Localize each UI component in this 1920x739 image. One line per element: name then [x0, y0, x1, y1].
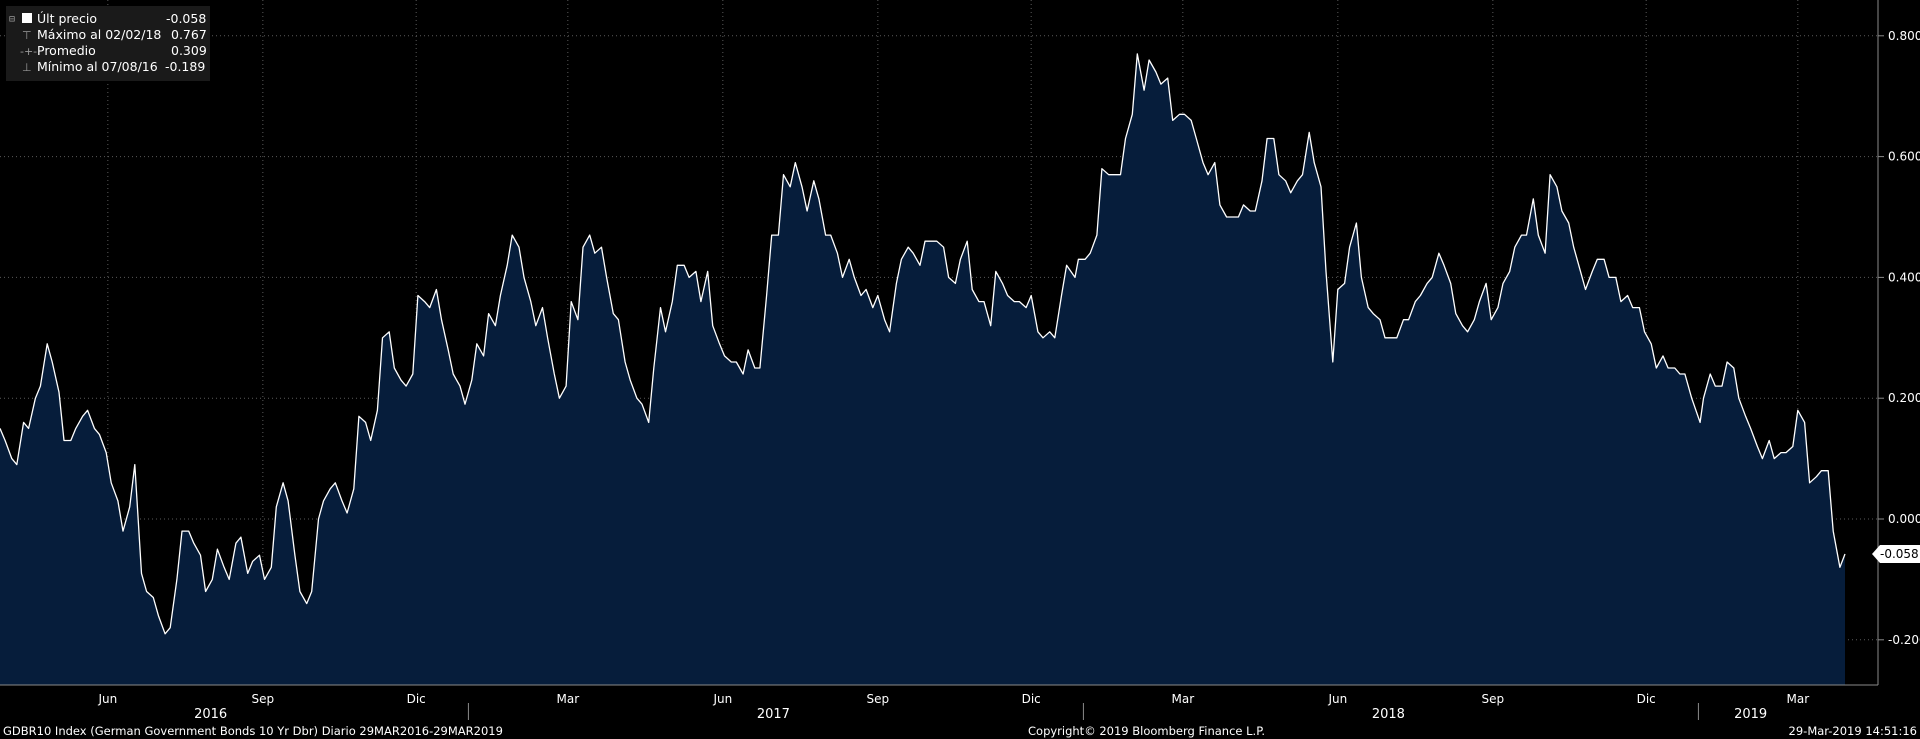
x-tick-label: Dic: [1022, 692, 1041, 706]
legend-value: 0.309: [171, 43, 207, 58]
year-label: 2018: [1372, 707, 1405, 722]
max-marker-icon: ⊤: [22, 29, 32, 42]
legend-item-max: ⊤ Máximo al 02/02/18 0.767: [22, 27, 207, 42]
legend-label: Mínimo al 07/08/16: [37, 59, 158, 74]
x-tick-label: Jun: [712, 692, 732, 706]
footer-security-description: GDBR10 Index (German Government Bonds 10…: [3, 724, 503, 738]
x-tick-label: Sep: [867, 692, 890, 706]
series-line: [0, 53, 1846, 635]
series-area-fill: [0, 53, 1845, 685]
x-tick-label: Sep: [252, 692, 275, 706]
x-tick-label: Sep: [1482, 692, 1505, 706]
legend-value: -0.189: [165, 59, 205, 74]
y-tick-label: 0.200: [1888, 391, 1920, 405]
series-layer: [0, 53, 1846, 685]
x-tick-label: Dic: [1637, 692, 1656, 706]
y-tick-label: 0.800: [1888, 29, 1920, 43]
legend-swatch-icon: [22, 13, 32, 23]
footer: GDBR10 Index (German Government Bonds 10…: [3, 724, 1917, 738]
x-tick-label: Dic: [407, 692, 426, 706]
legend-item-average: -+- Promedio 0.309: [20, 43, 207, 58]
last-value-tag: [1872, 545, 1920, 564]
y-tick-label: 0.600: [1888, 150, 1920, 164]
x-tick-label: Jun: [1327, 692, 1347, 706]
min-marker-icon: ⊥: [22, 61, 32, 74]
x-axis: Jun Sep Dic Mar Jun Sep Dic Mar Jun Sep Dic Mar 2016…: [0, 684, 1878, 722]
y-tick-label: 0.000: [1888, 512, 1920, 526]
year-label: 2016: [194, 707, 227, 722]
legend-label: Promedio: [37, 43, 96, 58]
average-marker-icon: -+-: [20, 45, 37, 58]
year-label: 2017: [757, 707, 790, 722]
x-tick-label: Jun: [97, 692, 117, 706]
last-value-label: -0.058: [1880, 547, 1919, 561]
collapse-icon[interactable]: ⊟: [9, 14, 15, 25]
legend-label: Máximo al 02/02/18: [37, 27, 161, 42]
footer-timestamp: 29-Mar-2019 14:51:16: [1789, 724, 1917, 738]
legend-item-min: ⊥ Mínimo al 07/08/16 -0.189: [22, 59, 205, 74]
legend-label: Últ precio: [37, 11, 97, 26]
x-tick-label: Mar: [557, 692, 580, 706]
y-tick-label: 0.400: [1888, 270, 1920, 284]
y-axis: 0.800 0.600 0.400 0.200 0.000 -0.200: [1877, 0, 1920, 685]
x-tick-label: Mar: [1172, 692, 1195, 706]
last-value-marker: -0.058: [1872, 545, 1920, 564]
x-tick-label: Mar: [1787, 692, 1810, 706]
legend-item-last-price: ⊟ Últ precio -0.058: [9, 11, 206, 26]
footer-copyright: Copyright© 2019 Bloomberg Finance L.P.: [1028, 724, 1265, 738]
legend-value: -0.058: [166, 11, 206, 26]
legend-value: 0.767: [171, 27, 207, 42]
year-label: 2019: [1734, 707, 1767, 722]
legend-background: [6, 6, 210, 81]
y-tick-label: -0.200: [1888, 633, 1920, 647]
legend: ⊟ Últ precio -0.058 ⊤ Máximo al 02/02/18…: [6, 6, 210, 81]
